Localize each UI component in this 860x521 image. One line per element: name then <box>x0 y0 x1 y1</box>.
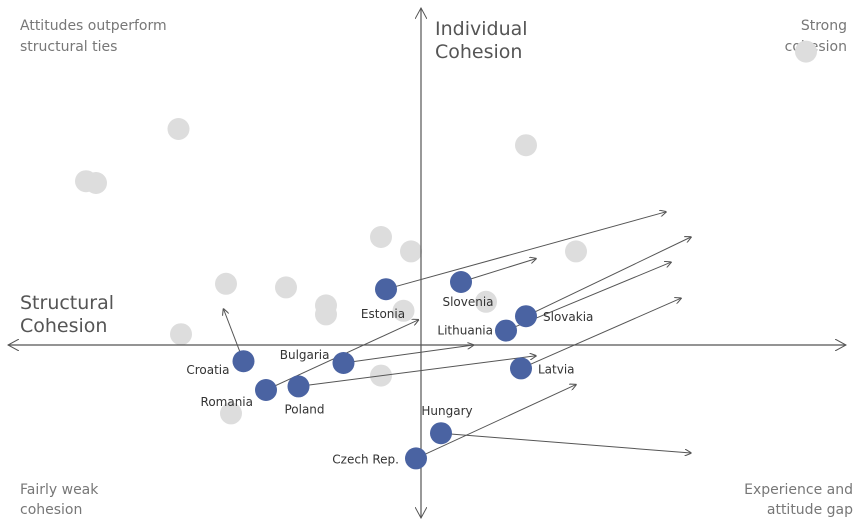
point-lithuania <box>495 319 517 342</box>
label-bulgaria: Bulgaria <box>280 348 330 362</box>
label-latvia: Latvia <box>538 362 575 376</box>
y-axis-title-line1: Individual <box>435 18 528 40</box>
arrow-latvia <box>520 298 681 369</box>
label-czech-rep: Czech Rep. <box>332 452 399 466</box>
label-croatia: Croatia <box>186 363 229 377</box>
background-point-0 <box>167 118 190 140</box>
arrow-bulgaria <box>343 345 474 364</box>
x-axis-title-line2: Cohesion <box>20 315 107 337</box>
country-labels: Estonia Slovenia Slovakia Lithuania Bulgaria… <box>186 295 593 466</box>
label-slovenia: Slovenia <box>442 295 493 309</box>
background-point-16 <box>220 402 242 425</box>
background-point-9 <box>275 276 297 299</box>
arrow-slovakia <box>525 237 691 317</box>
label-hungary: Hungary <box>421 404 472 418</box>
background-point-12 <box>392 299 415 322</box>
point-romania <box>255 379 277 401</box>
arrow-estonia <box>385 212 666 290</box>
background-point-11 <box>315 303 337 326</box>
background-point-3 <box>795 40 817 63</box>
background-point-13 <box>475 290 497 313</box>
label-slovakia: Slovakia <box>543 310 593 324</box>
quadrant-top-left-line2: structural ties <box>20 39 117 55</box>
y-axis-title-line2: Cohesion <box>435 41 522 63</box>
label-lithuania: Lithuania <box>437 324 493 338</box>
background-point-5 <box>370 226 392 248</box>
point-slovenia <box>450 271 472 293</box>
quadrant-top-right-line1: Strong <box>801 18 847 34</box>
background-point-6 <box>400 240 422 263</box>
point-latvia <box>510 357 532 380</box>
background-point-14 <box>170 323 192 346</box>
label-estonia: Estonia <box>361 307 405 321</box>
country-points <box>232 271 537 470</box>
arrow-czech-rep <box>415 385 576 459</box>
background-point-4 <box>515 134 537 157</box>
background-point-7 <box>565 240 587 263</box>
arrow-slovenia <box>460 259 536 283</box>
background-point-8 <box>215 272 237 295</box>
quadrant-bottom-right-line1: Experience and <box>744 482 853 498</box>
point-estonia <box>375 278 397 301</box>
point-poland <box>287 375 310 398</box>
axes <box>8 8 846 518</box>
point-bulgaria <box>332 352 355 374</box>
arrow-hungary <box>440 432 691 453</box>
quadrant-bottom-right-line2: attitude gap <box>767 502 853 518</box>
x-axis-title-line1: Structural <box>20 292 114 314</box>
background-point-2 <box>85 172 107 194</box>
quadrant-bottom-left-line2: cohesion <box>20 502 82 518</box>
point-hungary <box>430 422 452 445</box>
label-romania: Romania <box>201 395 253 409</box>
point-czech-rep <box>405 447 427 470</box>
arrow-poland <box>298 356 537 387</box>
label-poland: Poland <box>284 402 324 416</box>
quadrant-bottom-left-line1: Fairly weak <box>20 482 99 498</box>
point-slovakia <box>515 305 537 328</box>
point-croatia <box>232 350 255 373</box>
quadrant-top-left-line1: Attitudes outperform <box>20 18 167 34</box>
